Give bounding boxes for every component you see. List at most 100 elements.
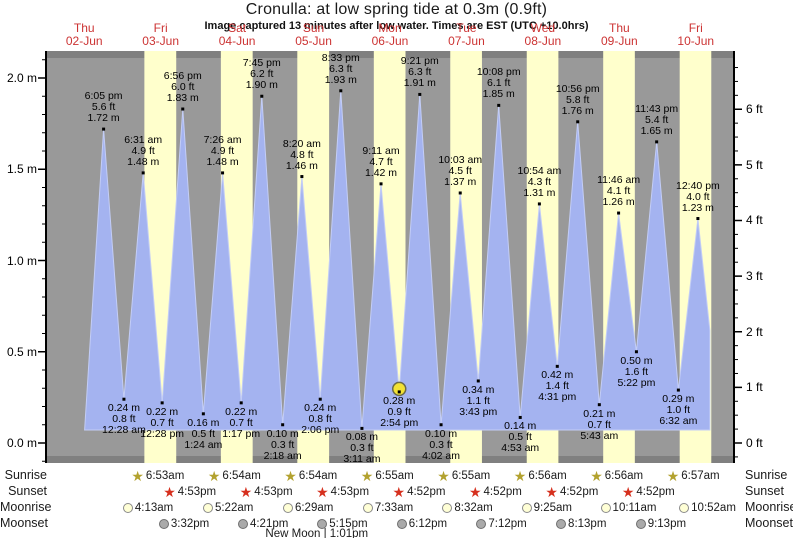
astro-row-label-left-sunset: Sunset	[8, 484, 47, 498]
moonrise-time: 7:33am	[374, 501, 414, 514]
moonrise-entry: 4:13am	[122, 500, 173, 515]
moonrise-entry: 10:52am	[679, 500, 736, 515]
tide-low-label: 0.16 m 0.5 ft 1:24 am	[184, 416, 223, 451]
tide-point-dot	[397, 390, 401, 394]
tide-point-dot	[634, 350, 638, 354]
sunrise-time: 6:54am	[222, 469, 261, 482]
tide-high-label: 12:40 pm 4.0 ft 1.23 m	[676, 179, 720, 214]
sunset-entry: ★ 4:52pm	[545, 484, 598, 499]
sunrise-entry: ★ 6:54am	[284, 468, 337, 483]
moonset-time: 9:13pm	[647, 517, 687, 530]
tide-point-dot	[458, 191, 462, 195]
moonset-entry: 3:32pm	[158, 516, 209, 531]
tide-point-dot	[318, 397, 322, 401]
left-axis-tick-label: 2.0 m	[6, 71, 37, 85]
sunrise-time: 6:53am	[145, 469, 185, 482]
moonrise-entry: 8:32am	[442, 500, 493, 515]
tide-low-label: 0.42 m 1.4 ft 4:31 pm	[538, 369, 577, 404]
tide-point-dot	[518, 415, 522, 419]
day-header: Sun 05-Jun	[295, 21, 332, 48]
moonset-time: 4:21pm	[249, 517, 289, 530]
tide-point-dot	[696, 217, 700, 221]
moonset-time: 8:13pm	[568, 517, 607, 530]
astro-row-label-left-sunrise: Sunrise	[4, 468, 47, 482]
sunrise-time: 6:55am	[375, 469, 414, 482]
right-axis-tick-label: 3 ft	[746, 269, 763, 284]
sunrise-entry: ★ 6:57am	[667, 468, 720, 483]
astro-row-label-right-moonset: Moonset	[745, 516, 793, 530]
tide-low-label: 0.14 m 0.5 ft 4:53 am	[501, 420, 540, 455]
sunset-entry: ★ 4:52pm	[469, 484, 522, 499]
sunset-time: 4:53pm	[254, 485, 293, 498]
right-axis-tick-label: 5 ft	[746, 157, 763, 172]
sunrise-time: 6:56am	[528, 469, 567, 482]
right-axis-tick-label: 2 ft	[746, 324, 763, 339]
tide-low-label: 0.24 m 0.8 ft 12:28 am	[102, 402, 146, 437]
day-header: Fri 03-Jun	[142, 21, 179, 48]
right-axis-tick-label: 1 ft	[746, 380, 763, 395]
sunrise-star-icon: ★	[437, 467, 450, 484]
day-header: Tue 07-Jun	[448, 21, 485, 48]
sunset-entry: ★ 4:53pm	[240, 484, 293, 499]
astro-row-label-left-moonset: Moonset	[0, 516, 48, 530]
day-header: Sat 04-Jun	[218, 21, 256, 48]
moonrise-icon	[521, 502, 532, 513]
tide-point-dot	[617, 211, 621, 215]
tide-low-label: 0.21 m 0.7 ft 5:43 am	[580, 407, 619, 442]
astro-row-label-right-moonrise: Moonrise	[745, 500, 793, 514]
tide-low-label: 0.10 m 0.3 ft 2:18 am	[263, 427, 302, 462]
moonrise-icon	[442, 502, 453, 513]
tide-high-label: 8:33 pm 6.3 ft 1.93 m	[321, 51, 360, 86]
sunset-entry: ★ 4:53pm	[163, 484, 216, 499]
left-axis-tick-label: 1.0 m	[6, 253, 37, 268]
sunrise-entry: ★ 6:53am	[131, 468, 184, 483]
tide-point-dot	[379, 182, 383, 186]
tide-low-label: 0.28 m 0.9 ft 2:54 pm	[380, 394, 419, 429]
tide-point-dot	[597, 403, 601, 407]
moonset-entry: 5:15pm	[317, 516, 368, 531]
tide-high-label: 6:31 am 4.9 ft 1.48 m	[124, 133, 163, 168]
sunset-star-icon: ★	[239, 483, 253, 500]
sunrise-time: 6:54am	[298, 469, 338, 482]
tide-point-dot	[122, 397, 126, 401]
moonrise-icon	[679, 502, 690, 513]
moonrise-entry: 7:33am	[362, 500, 414, 515]
sunrise-star-icon: ★	[131, 467, 144, 484]
sunrise-entry: ★ 6:56am	[590, 468, 643, 483]
astro-row-label-right-sunset: Sunset	[745, 484, 784, 498]
day-header: Wed 08-Jun	[524, 21, 562, 48]
right-axis-tick-label: 6 ft	[746, 102, 763, 117]
sunrise-entry: ★ 6:54am	[208, 468, 261, 483]
tide-high-label: 10:08 pm 6.1 ft 1.85 m	[476, 66, 521, 101]
astro-row-label-right-sunrise: Sunrise	[745, 468, 788, 482]
current-time-marker	[391, 381, 407, 397]
sunrise-entry: ★ 6:56am	[514, 468, 567, 483]
moonrise-entry: 6:29am	[282, 500, 334, 515]
sunset-time: 4:53pm	[330, 485, 370, 498]
sunset-time: 4:52pm	[407, 485, 446, 498]
tide-high-label: 7:45 pm 6.2 ft 1.90 m	[242, 57, 281, 92]
sunrise-star-icon: ★	[284, 467, 297, 484]
sunset-time: 4:52pm	[636, 485, 675, 498]
tide-point-dot	[221, 171, 225, 175]
moonrise-icon	[362, 502, 373, 513]
tide-point-dot	[576, 120, 580, 124]
moonset-entry: 9:13pm	[635, 516, 687, 531]
tide-high-label: 9:21 pm 6.3 ft 1.91 m	[400, 55, 439, 90]
moonrise-time: 6:29am	[294, 501, 334, 514]
day-header: Thu 09-Jun	[600, 21, 638, 48]
moonrise-entry: 5:22am	[202, 500, 253, 515]
sunset-star-icon: ★	[316, 483, 329, 500]
tide-high-label: 10:54 am 4.3 ft 1.31 m	[517, 164, 562, 199]
sunset-entry: ★ 4:52pm	[622, 484, 675, 499]
tide-low-label: 0.10 m 0.3 ft 4:02 am	[422, 427, 461, 462]
astro-row-label-left-moonrise: Moonrise	[0, 500, 52, 514]
sunrise-time: 6:56am	[604, 469, 644, 482]
moonset-time: 5:15pm	[329, 517, 368, 530]
sunrise-time: 6:55am	[451, 469, 491, 482]
moonrise-time: 8:32am	[454, 501, 493, 514]
tide-point-dot	[339, 89, 343, 93]
tide-low-label: 0.24 m 0.8 ft 2:06 pm	[301, 402, 340, 437]
tide-high-label: 11:46 am 4.1 ft 1.26 m	[597, 174, 641, 209]
